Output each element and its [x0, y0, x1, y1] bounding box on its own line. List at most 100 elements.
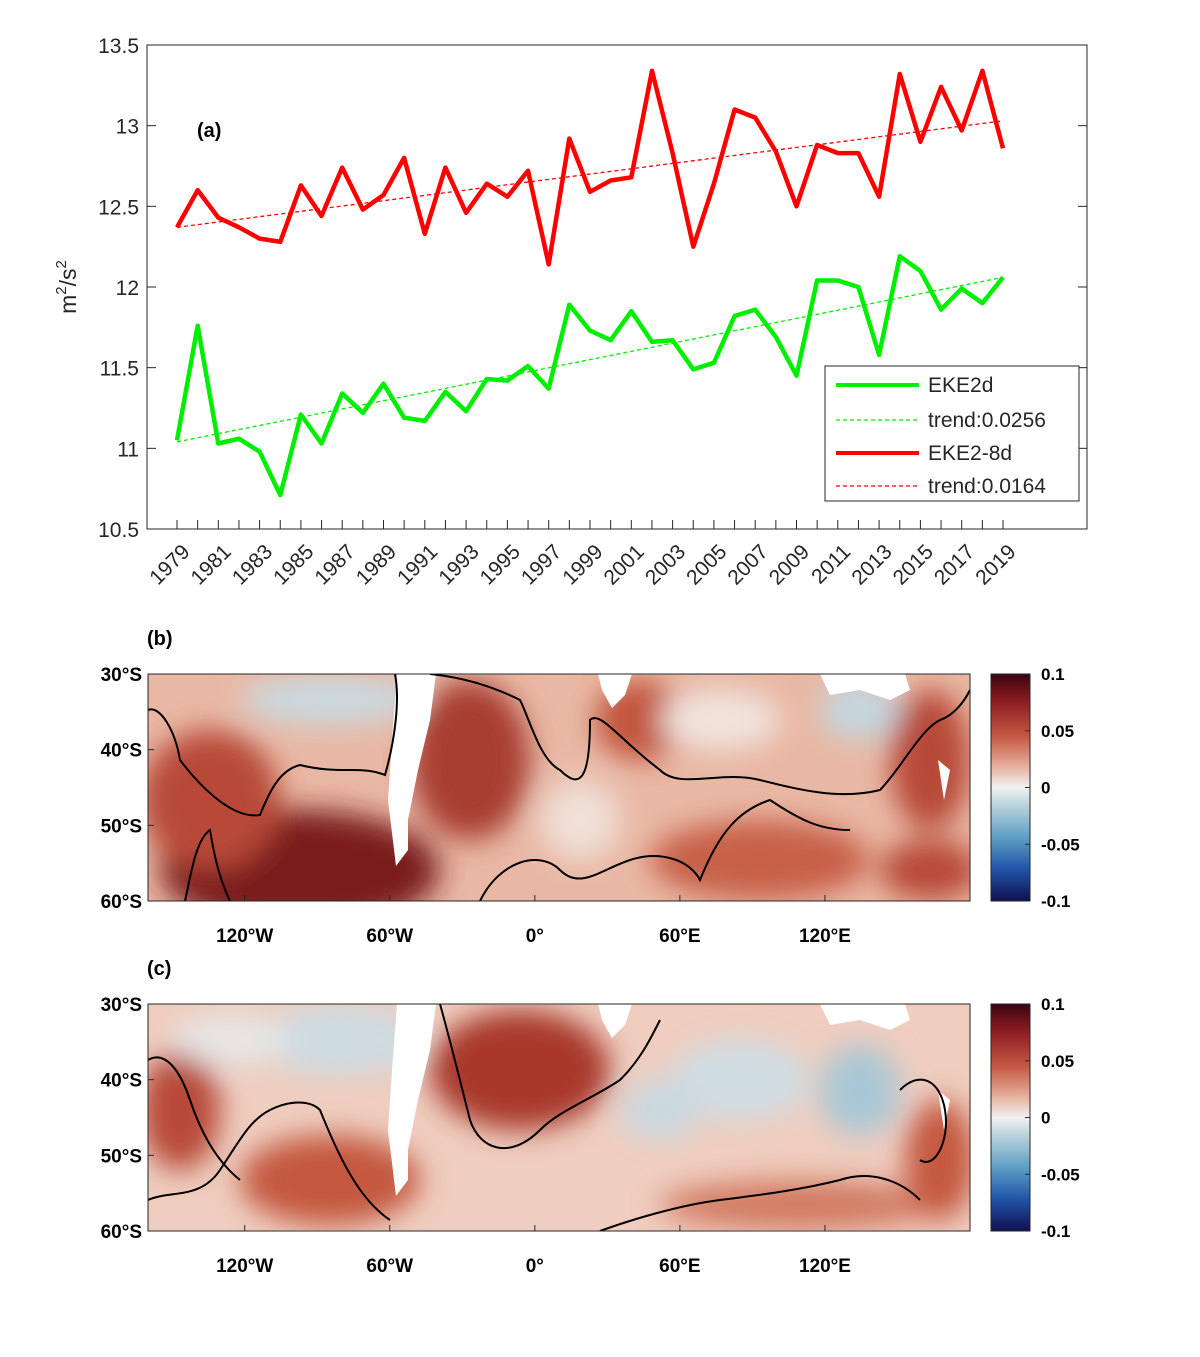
x-tick-label-5: 1989 [352, 540, 401, 589]
map-panel-c: (c) 30° [101, 958, 1080, 1277]
colorbar-label-b-0: 0.1 [1041, 665, 1065, 684]
x-tick-label-2: 1983 [228, 540, 277, 589]
x-tick-label-12: 2003 [641, 540, 690, 589]
y-tick-label-3: 12 [116, 277, 139, 300]
colorbar-label-b-2: 0 [1041, 779, 1050, 798]
x-tick-label-19: 2017 [930, 540, 979, 589]
legend: EKE2d trend:0.0256 EKE2-8d trend:0.0164 [824, 365, 1080, 502]
colorbar-label-b-1: 0.05 [1041, 722, 1074, 741]
y-tick-label-2: 11.5 [100, 358, 139, 381]
map-lon-label-b-2: 0° [526, 926, 544, 947]
map-lat-label-c-3: 60°S [101, 1222, 142, 1243]
y-axis-label: m2/s2 [53, 260, 81, 314]
colorbar-label-c-1: 0.05 [1041, 1052, 1074, 1071]
panel-label-a: (a) [197, 120, 221, 142]
land-mask-south-america-c [388, 1004, 436, 1196]
panel-label-c: (c) [147, 958, 171, 980]
map-lon-label-c-0: 120°W [216, 1256, 273, 1277]
x-tick-label-15: 2009 [765, 540, 814, 589]
heatmap-field-c [148, 1004, 970, 1231]
colorbar-c [990, 1003, 1031, 1232]
y-tick-label-1: 11 [117, 438, 139, 461]
x-tick-label-11: 2001 [600, 540, 649, 589]
land-mask-africa-b [598, 674, 632, 708]
significance-contour-b4 [184, 828, 231, 901]
series-lines [174, 68, 1006, 498]
significance-contour-c4 [599, 1175, 921, 1231]
colorbar-label-b-4: -0.1 [1041, 892, 1070, 911]
map-lat-label-c-2: 50°S [101, 1146, 142, 1167]
map-lon-label-b-3: 60°E [659, 926, 700, 947]
colorbar-label-c-2: 0 [1041, 1109, 1050, 1128]
legend-box [824, 365, 1080, 502]
series-line-eke28d [175, 68, 1006, 267]
map-panel-b: (b) 3 [101, 628, 1080, 947]
map-lon-label-c-2: 0° [526, 1256, 544, 1277]
colorbar-label-b-3: -0.05 [1041, 835, 1080, 854]
map-lon-label-b-0: 120°W [216, 926, 273, 947]
colorbar-ticks-c: 0.1 0.05 0 -0.05 -0.1 [1025, 995, 1080, 1241]
legend-label-eke28d: EKE2-8d [928, 442, 1012, 465]
legend-label-trend-eke2d: trend:0.0256 [928, 409, 1046, 432]
colorbar-label-c-3: -0.05 [1041, 1165, 1080, 1184]
y-tick-label-5: 13 [116, 116, 139, 139]
y-tick-label-0: 10.5 [98, 519, 139, 542]
y-tick-label-4: 12.5 [98, 196, 139, 219]
y-label-sup1: 2 [53, 286, 70, 294]
map-axes-c: 30°S 40°S 50°S 60°S 120°W 60°W 0° 60°E 120°E [101, 995, 851, 1277]
map-lat-label-b-2: 50°S [101, 816, 142, 837]
map-lat-label-c-1: 40°S [101, 1071, 142, 1092]
x-tick-label-10: 1999 [558, 540, 607, 589]
significance-contour-b1 [148, 674, 398, 817]
y-label-mid: /s [55, 268, 81, 286]
colorbar-label-c-0: 0.1 [1041, 995, 1065, 1014]
y-axis-a: 10.5 11 11.5 12 12.5 13 13.5 [98, 35, 1087, 542]
land-mask-australia-c [820, 1004, 910, 1030]
significance-contour-b3 [479, 798, 851, 901]
x-tick-label-20: 2019 [971, 540, 1020, 589]
land-mask-newzealand-b [938, 760, 950, 800]
colorbar-ticks-b: 0.1 0.05 0 -0.05 -0.1 [1025, 665, 1080, 911]
significance-contour-b2 [429, 674, 970, 796]
panel-label-b: (b) [147, 628, 173, 650]
map-lon-label-c-4: 120°E [799, 1256, 851, 1277]
colorbar-label-c-4: -0.1 [1041, 1222, 1070, 1241]
map-lon-label-b-4: 120°E [799, 926, 851, 947]
y-label-base: m [55, 295, 81, 314]
map-lat-label-b-0: 30°S [101, 665, 142, 686]
colorbar-b [990, 673, 1031, 902]
y-tick-label-6: 13.5 [98, 35, 139, 58]
legend-label-eke2d: EKE2d [928, 374, 993, 397]
map-lat-label-b-1: 40°S [101, 741, 142, 762]
x-tick-label-3: 1985 [269, 540, 318, 589]
map-frame-b [147, 673, 971, 902]
x-tick-label-4: 1987 [310, 540, 359, 589]
significance-contour-c5 [899, 1078, 947, 1163]
x-tick-label-16: 2011 [807, 540, 855, 588]
map-axes-b: 30°S 40°S 50°S 60°S 120°W 60°W 0° 60°E 120°E [101, 665, 851, 947]
x-tick-label-7: 1993 [434, 540, 483, 589]
significance-contour-c3 [439, 1004, 661, 1149]
x-tick-label-9: 1997 [517, 540, 566, 589]
significance-contour-c2 [148, 1101, 391, 1221]
map-lon-label-c-3: 60°E [659, 1256, 700, 1277]
x-tick-label-1: 1981 [187, 540, 236, 589]
x-tick-label-14: 2007 [723, 540, 772, 589]
legend-label-trend-eke28d: trend:0.0164 [928, 475, 1046, 498]
line-chart-panel-a: 10.5 11 11.5 12 12.5 13 13.5 19791981198319851… [53, 35, 1088, 590]
land-mask-south-america-b [388, 674, 436, 866]
y-label-sup2: 2 [53, 260, 70, 268]
map-lat-label-b-3: 60°S [101, 892, 142, 913]
x-tick-label-17: 2013 [847, 540, 896, 589]
map-lat-label-c-0: 30°S [101, 995, 142, 1016]
significance-contour-c1 [148, 1056, 241, 1181]
map-lon-label-b-1: 60°W [366, 926, 413, 947]
series-line-eke2d [174, 254, 1005, 498]
land-mask-australia-b [820, 674, 910, 700]
map-lon-label-c-1: 60°W [366, 1256, 413, 1277]
trend-line-eke28d [176, 120, 1004, 228]
map-frame-c [147, 1003, 971, 1232]
x-tick-label-6: 1991 [393, 540, 442, 589]
x-axis-a: 1979198119831985198719891991199319951997… [145, 520, 1021, 590]
